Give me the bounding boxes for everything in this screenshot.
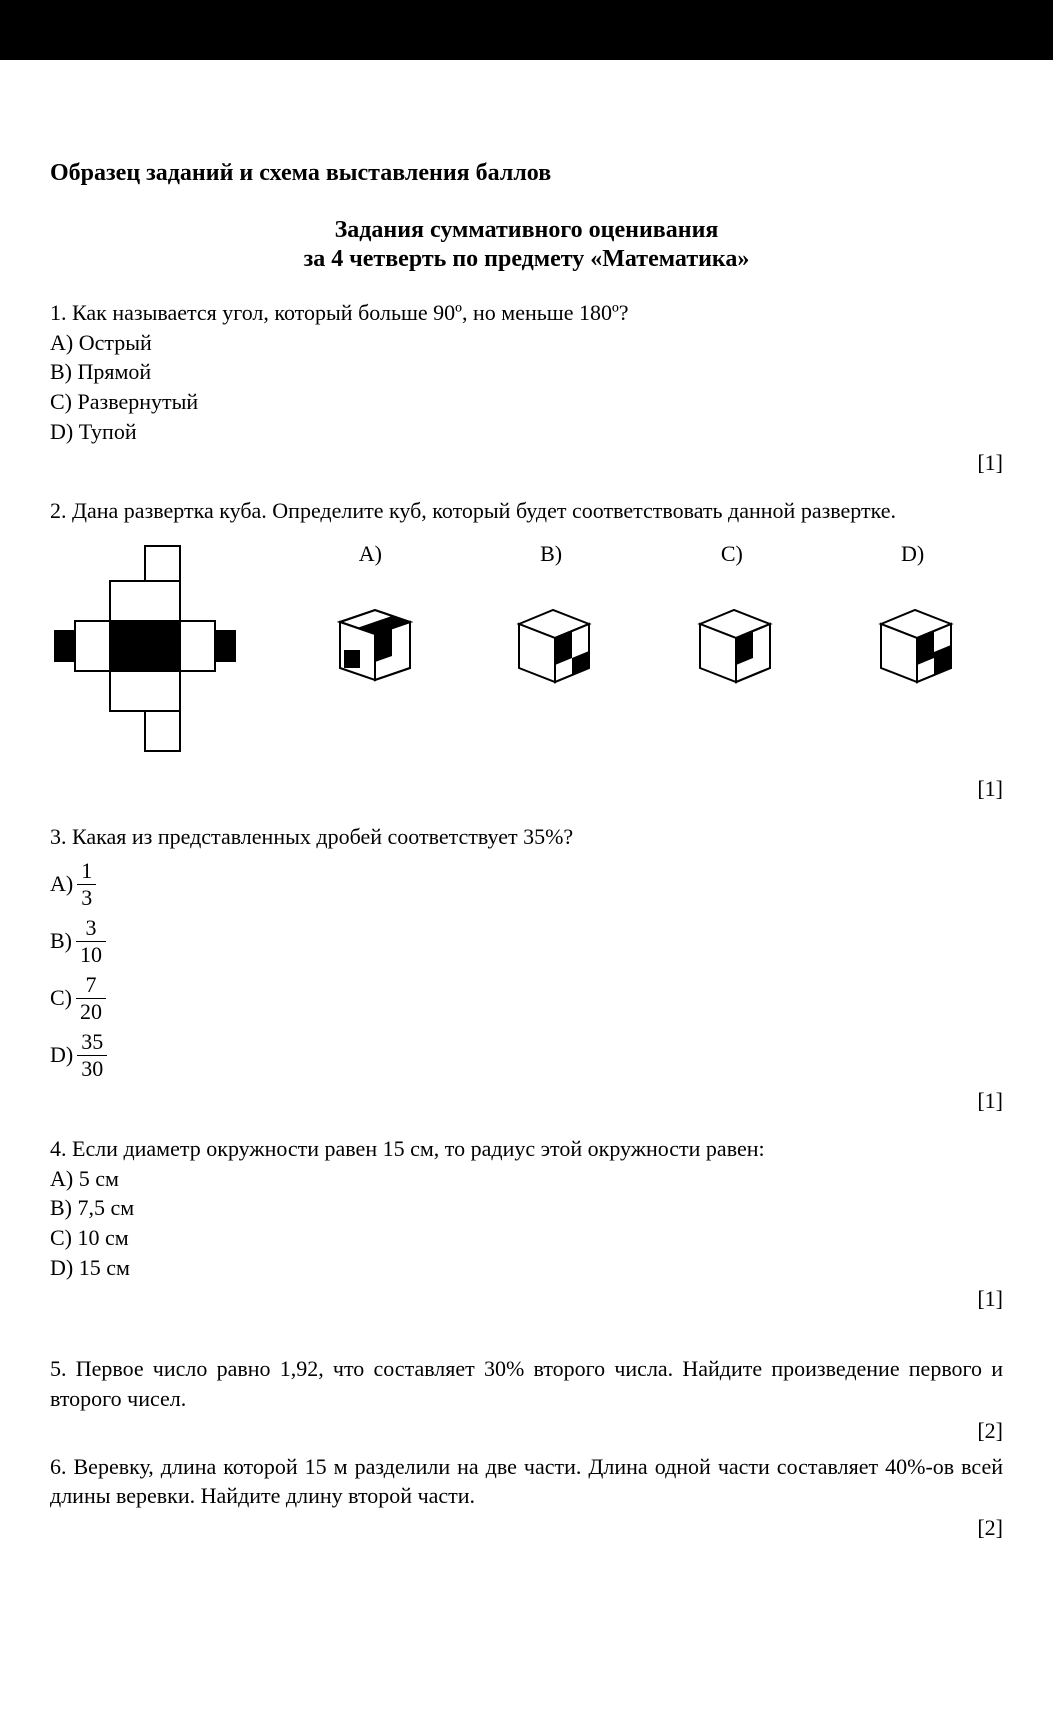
q4-text: 4. Если диаметр окружности равен 15 см, … [50,1134,1003,1164]
q2-option-c: C) [647,541,817,692]
cube-d-icon [863,592,963,692]
q3-d-fraction: 35 30 [77,1031,107,1080]
q3-b-fraction: 3 10 [76,917,106,966]
q3-a-fraction: 1 3 [77,860,96,909]
q4-options: A) 5 см B) 7,5 см C) 10 см D) 15 см [50,1164,1003,1283]
q2-option-b: B) [466,541,636,692]
q1-options: A) Острый B) Прямой C) Развернутый D) Ту… [50,328,1003,447]
cube-c-icon [682,592,782,692]
q3-d-label: D) [50,1042,73,1068]
q4-option-c: C) 10 см [50,1223,1003,1253]
q4-option-d: D) 15 см [50,1253,1003,1283]
q5-points: [2] [50,1418,1003,1444]
q2-text: 2. Дана развертка куба. Определите куб, … [50,496,1003,526]
q3-a-num: 1 [77,860,96,884]
q2-points: [1] [50,776,1003,802]
document-title: Образец заданий и схема выставления балл… [50,160,1003,187]
q4-option-b: B) 7,5 см [50,1193,1003,1223]
subtitle-1: Задания суммативного оценивания [50,217,1003,244]
q2-option-d: D) [828,541,998,692]
q6-text: 6. Веревку, длина которой 15 м разделили… [50,1452,1003,1511]
q3-b-label: B) [50,928,72,954]
q2-option-a: A) [285,541,455,692]
q3-option-a: A) 1 3 [50,860,1003,909]
q3-option-b: B) 3 10 [50,917,1003,966]
q3-d-num: 35 [77,1031,107,1055]
q2-cube-net [50,541,260,766]
q3-d-den: 30 [77,1055,107,1080]
q2-label-b: B) [540,541,562,567]
page-content: Образец заданий и схема выставления балл… [0,60,1053,1601]
q1-option-c: C) Развернутый [50,387,1003,417]
q1-points: [1] [50,450,1003,476]
q1-option-b: B) Прямой [50,357,1003,387]
cube-b-icon [501,592,601,692]
q6-points: [2] [50,1515,1003,1541]
q3-option-d: D) 35 30 [50,1031,1003,1080]
q2-label-c: C) [721,541,743,567]
q1-option-d: D) Тупой [50,417,1003,447]
q3-options: A) 1 3 B) 3 10 C) 7 20 D) 35 30 [50,860,1003,1080]
cube-a-icon [320,592,420,692]
q3-b-num: 3 [82,917,101,941]
q2-cube-options: A) B) [260,541,1003,692]
q3-a-den: 3 [77,884,96,909]
q3-b-den: 10 [76,941,106,966]
q5-text: 5. Первое число равно 1,92, что составля… [50,1354,1003,1413]
q3-text: 3. Какая из представленных дробей соотве… [50,822,1003,852]
top-black-bar [0,0,1053,60]
q4-option-a: A) 5 см [50,1164,1003,1194]
q3-c-num: 7 [82,974,101,998]
q3-c-label: C) [50,985,72,1011]
q1-option-a: A) Острый [50,328,1003,358]
q3-c-fraction: 7 20 [76,974,106,1023]
q3-a-label: A) [50,871,73,897]
q1-text: 1. Как называется угол, который больше 9… [50,298,1003,328]
q2-label-d: D) [901,541,924,567]
q2-label-a: A) [359,541,382,567]
q3-points: [1] [50,1088,1003,1114]
q4-points: [1] [50,1286,1003,1312]
q3-c-den: 20 [76,998,106,1023]
q3-option-c: C) 7 20 [50,974,1003,1023]
subtitle-2: за 4 четверть по предмету «Математика» [50,246,1003,273]
q2-figures: A) B) [50,541,1003,766]
